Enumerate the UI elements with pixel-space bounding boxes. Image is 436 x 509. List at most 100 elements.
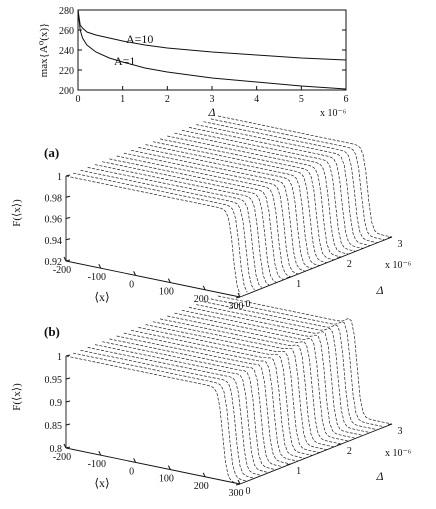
panel-a-z-tick-label: 1 (57, 172, 62, 183)
series-label-a1: A=1 (114, 54, 135, 68)
panel-a-x-tick-mark (98, 263, 102, 269)
panel-b-z-axis-label: F(⟨x⟩) (11, 383, 23, 411)
panel-a-y-multiplier: x 10⁻⁶ (385, 260, 412, 271)
top-y-tick-label: 260 (59, 26, 74, 37)
panel-a-y-tick-mark (286, 276, 291, 279)
panel-a-x-axis-label: ⟨x⟩ (94, 290, 109, 304)
panel-a-surface-slice (174, 132, 349, 255)
panel-b-surface-slice (87, 347, 262, 476)
panel-a-y-tick-label: 0 (246, 299, 251, 310)
panel-b-x-tick-label: 100 (159, 474, 174, 485)
top-x-axis-label: Δ (207, 105, 215, 119)
panel-a-surface-slice (116, 155, 291, 278)
panel-b-x-tick-label: -200 (53, 452, 71, 463)
panel-a-x-tick-label: -200 (53, 265, 71, 276)
panel-a-z-tick-mark (65, 238, 71, 241)
panel-b-z-tick-mark (65, 446, 71, 449)
top-x-tick-label: 3 (210, 94, 215, 105)
panel-a-y-tick-mark (235, 296, 241, 299)
panel-b: (b) F(⟨x⟩) ⟨x⟩ Δ x 10⁻⁶ 0.8 0.85 0.9 0.95 1 -… (11, 295, 412, 499)
top-y-tick-label: 280 (59, 6, 74, 17)
panel-a-x-tick-mark (237, 292, 241, 298)
panel-a-surface-slice (203, 121, 378, 244)
panel-a-z-tick-label: 0.96 (45, 215, 63, 226)
top-y-tick-label: 240 (59, 46, 74, 57)
panel-a-surface-slice (160, 138, 335, 261)
panel-b-y-tick-mark (235, 483, 241, 486)
panel-b-surface-slice (109, 338, 284, 468)
panel-a-surface-slice (102, 161, 277, 283)
panel-b-x-tick-label: 0 (129, 466, 134, 477)
panel-b-surface-slice (196, 304, 371, 433)
panel-b-surface-slice (80, 349, 255, 479)
panel-a-surface-slice (80, 169, 255, 291)
panel-a-surface-slice (152, 141, 327, 264)
panel-a-surface-slice (65, 175, 241, 295)
panel-a-x-axis-line (65, 260, 241, 298)
panel-b-x-tick-mark (202, 472, 206, 478)
panel-b-y-multiplier: x 10⁻⁶ (385, 448, 412, 459)
panel-b-label: (b) (44, 324, 60, 339)
panel-a-x-tick-label: -100 (88, 272, 106, 283)
panel-b-y-tick-label: 2 (347, 446, 352, 457)
panel-a-surface-slice (145, 144, 320, 266)
panel-b-z-tick-label: 0.95 (45, 375, 63, 386)
panel-b-x-tick-mark (133, 458, 137, 463)
top-x-tick-label: 2 (165, 94, 170, 105)
panel-a: (a) F(⟨x⟩) ⟨x⟩ Δ x 10⁻⁶ 0.92 0.94 0.96 0.98… (11, 115, 412, 312)
panel-a-x-tick-label: 100 (159, 287, 174, 298)
top-y-tick-label: 220 (59, 66, 74, 77)
panel-b-z-tick-label: 1 (57, 352, 62, 363)
panel-b-y-axis-line (239, 423, 393, 485)
panel-b-surface-slice (174, 312, 349, 442)
panel-b-y-tick-label: 3 (398, 426, 403, 437)
panel-a-x-tick-mark (133, 271, 137, 276)
panel-a-z-tick-mark (65, 217, 71, 219)
panel-a-surface-slice (217, 115, 393, 238)
panel-b-surface-slice (188, 307, 364, 436)
panel-a-z-axis-label: F(⟨x⟩) (11, 199, 23, 227)
panel-b-surface-slice (73, 352, 248, 482)
series-line-a10 (77, 9, 347, 61)
panel-b-x-tick-mark (98, 450, 102, 456)
panel-a-surface-slice (109, 158, 284, 280)
panel-b-surface-slice (152, 321, 327, 451)
panel-b-x-tick-mark (63, 443, 67, 449)
panel-a-y-axis-label: Δ (375, 283, 383, 297)
panel-a-y-axis-line (239, 236, 393, 298)
top-x-tick-label: 6 (344, 94, 349, 105)
panel-a-surface-slice (167, 135, 342, 258)
panel-b-surface-slice (131, 329, 306, 459)
panel-b-x-tick-label: 200 (194, 481, 209, 492)
panel-a-surface-slice (123, 152, 299, 275)
panel-b-x-tick-mark (237, 479, 241, 485)
series-label-a10: A=10 (126, 32, 153, 46)
panel-a-y-tick-label: 1 (296, 279, 301, 290)
panel-b-surface-slice (160, 318, 335, 448)
panel-b-x-tick-label: 300 (229, 488, 244, 499)
panel-a-y-tick-label: 2 (347, 259, 352, 270)
top-chart: 200 220 240 260 280 0 1 2 3 4 5 6 max{A⁰(x)} Δ x 1… (38, 6, 349, 119)
panel-a-label: (a) (44, 145, 59, 160)
panel-a-z-tick-mark (65, 195, 71, 198)
panel-b-z-tick-mark (65, 377, 71, 380)
top-x-tick-label: 4 (254, 94, 259, 105)
top-x-tick-label: 1 (120, 94, 125, 105)
panel-b-surface-slice (102, 341, 277, 471)
panel-b-surface-slice (94, 344, 270, 473)
panel-b-x-tick-label: -100 (88, 459, 106, 470)
panel-a-z-tick-label: 0.92 (45, 257, 63, 268)
panel-a-surface-slice (87, 167, 262, 288)
panel-a-z-tick-label: 0.98 (45, 193, 63, 204)
panel-b-surface-slice (65, 355, 241, 485)
panel-b-surface-slice (210, 298, 385, 428)
panel-b-surface-slice (167, 315, 342, 445)
panel-b-z-tick-label: 0.9 (50, 398, 63, 409)
panel-b-y-tick-label: 0 (246, 486, 251, 497)
panel-a-z-tick-label: 0.94 (45, 236, 63, 247)
panel-a-surface-slice (188, 127, 364, 249)
panel-b-surface-slice (145, 324, 320, 453)
panel-b-surface-slice (203, 301, 378, 431)
panel-a-surface-slice (73, 172, 248, 293)
